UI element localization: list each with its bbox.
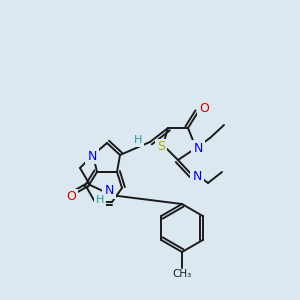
Text: N: N [192,169,202,182]
Text: H: H [134,135,142,145]
Text: H: H [96,195,104,205]
Text: O: O [199,103,209,116]
Text: O: O [66,190,76,203]
Text: N: N [193,142,203,154]
Text: N: N [87,149,97,163]
Text: S: S [157,140,165,154]
Text: N: N [104,184,114,197]
Text: CH₃: CH₃ [172,269,192,279]
